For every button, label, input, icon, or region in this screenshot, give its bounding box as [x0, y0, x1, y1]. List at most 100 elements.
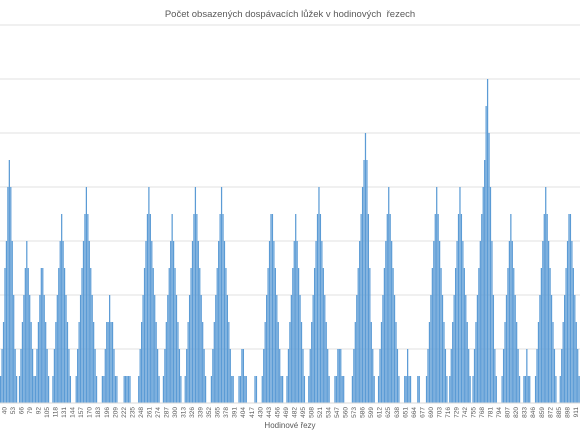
bar: [168, 268, 170, 403]
bar: [315, 241, 317, 403]
bar: [559, 376, 561, 403]
bar: [1, 349, 3, 403]
bar: [356, 295, 358, 403]
bar: [226, 295, 229, 403]
bar: [101, 376, 103, 403]
bar: [255, 376, 258, 403]
bar: [385, 241, 387, 403]
bar: [36, 349, 38, 403]
bar: [434, 214, 436, 403]
bar: [388, 187, 390, 403]
bar: [116, 376, 118, 403]
bar: [338, 349, 340, 403]
x-tick-label: 885: [556, 407, 563, 418]
bar: [171, 214, 173, 403]
bar: [65, 295, 67, 403]
bar: [485, 106, 487, 403]
bar: [565, 268, 567, 403]
bar: [82, 241, 85, 403]
bar: [529, 376, 531, 403]
bar: [194, 187, 197, 403]
bar: [66, 322, 69, 403]
bar: [68, 349, 70, 403]
bar: [571, 241, 573, 403]
bar: [472, 376, 474, 403]
bar: [27, 268, 29, 403]
bar: [436, 187, 438, 403]
bar: [232, 376, 234, 403]
bar: [488, 133, 490, 403]
bar: [94, 349, 96, 403]
bar: [409, 376, 412, 403]
bar: [228, 322, 230, 403]
chart-title: Počet obsazených dospávacích lůžek v hod…: [164, 9, 416, 20]
x-tick-label: 651: [402, 407, 409, 418]
bar: [370, 322, 372, 403]
x-tick-label: 820: [513, 407, 520, 418]
bar: [459, 187, 461, 403]
bar: [425, 376, 428, 403]
bar: [363, 160, 365, 403]
bar: [316, 214, 319, 403]
bar: [328, 376, 330, 403]
x-tick-label: 573: [351, 407, 358, 418]
bar: [407, 349, 409, 403]
bar: [143, 268, 146, 403]
bar: [47, 376, 50, 403]
bar: [454, 268, 457, 403]
bar: [113, 349, 115, 403]
bar: [546, 214, 548, 403]
bar: [430, 295, 432, 403]
bar: [303, 376, 306, 403]
bar: [14, 349, 16, 403]
bar: [510, 214, 512, 403]
bar: [542, 241, 544, 403]
bar: [460, 214, 463, 403]
bar: [325, 322, 327, 403]
bar: [449, 376, 451, 403]
bar: [277, 322, 279, 403]
bar: [55, 322, 57, 403]
bar: [562, 322, 564, 403]
bar: [139, 349, 141, 403]
bar: [30, 322, 32, 403]
bar: [373, 376, 375, 403]
x-tick-label: 781: [488, 407, 495, 418]
bar: [107, 322, 109, 403]
bar: [180, 376, 182, 403]
bar: [164, 349, 166, 403]
x-tick-label: 404: [240, 407, 247, 418]
bar: [202, 322, 204, 403]
bar: [177, 322, 179, 403]
bar: [462, 241, 464, 403]
bar: [56, 295, 58, 403]
bar: [184, 376, 186, 403]
x-tick-label: 40: [1, 407, 8, 415]
bar: [440, 268, 442, 403]
x-tick-label: 508: [308, 407, 315, 418]
x-tick-label: 703: [436, 407, 443, 418]
bar: [263, 349, 265, 403]
x-tick-label: 794: [496, 407, 503, 418]
bar: [5, 241, 8, 403]
bar: [523, 376, 525, 403]
x-tick-label: 638: [394, 407, 401, 418]
bar: [543, 214, 545, 403]
bar: [290, 295, 292, 403]
bar-series: [0, 79, 580, 403]
bar: [494, 349, 496, 403]
bar: [549, 268, 551, 403]
bar: [324, 295, 326, 403]
bar: [516, 322, 518, 403]
bar: [577, 349, 579, 403]
bar: [26, 241, 28, 403]
bar: [21, 322, 24, 403]
bar: [428, 322, 431, 403]
bar: [540, 268, 542, 403]
bar: [572, 268, 574, 403]
bar: [43, 295, 45, 403]
bar: [391, 241, 393, 403]
x-tick-label: 586: [360, 407, 367, 418]
bar: [308, 376, 310, 403]
